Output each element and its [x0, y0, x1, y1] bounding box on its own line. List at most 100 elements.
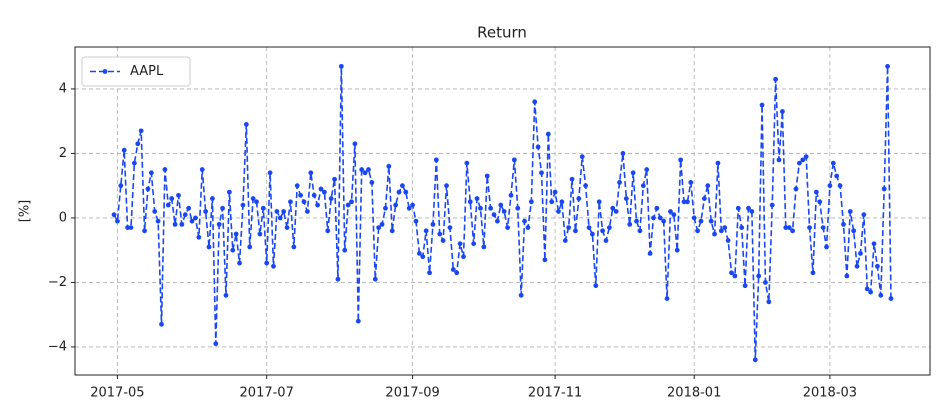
data-point [393, 202, 399, 208]
legend-label: AAPL [130, 64, 164, 79]
data-point [620, 151, 626, 156]
x-tick-label: 2017-09 [385, 386, 439, 401]
data-point [610, 205, 616, 211]
data-point [165, 202, 171, 208]
data-point [875, 263, 880, 269]
data-point [379, 221, 385, 227]
data-point [661, 218, 667, 224]
data-point [885, 63, 890, 69]
data-point [464, 160, 470, 166]
data-point [416, 251, 422, 256]
data-point [593, 283, 599, 289]
data-point [851, 228, 857, 234]
data-point [827, 183, 833, 189]
y-axis-label: [%] [18, 200, 33, 223]
x-tick-label: 2017-05 [90, 386, 144, 401]
data-point [495, 218, 500, 224]
data-point [359, 167, 365, 172]
x-tick-label: 2018-03 [803, 386, 857, 401]
data-point [308, 170, 314, 176]
data-point [444, 183, 449, 189]
data-point [254, 199, 259, 205]
data-point [196, 234, 202, 240]
data-point [216, 221, 222, 227]
data-point [400, 183, 405, 189]
y-tick-label: 0 [59, 210, 67, 225]
legend-box [81, 56, 191, 87]
data-point [861, 212, 867, 218]
x-tick-label: 2017-11 [528, 386, 582, 401]
data-point [488, 205, 494, 211]
data-point [413, 218, 419, 224]
data-point [701, 196, 707, 201]
legend-marker [102, 69, 108, 74]
data-point [871, 241, 877, 247]
data-point [118, 183, 124, 189]
data-point [718, 228, 724, 234]
data-point [746, 205, 751, 211]
data-point [182, 212, 188, 218]
data-point [352, 141, 358, 147]
data-point [315, 202, 320, 208]
data-point [756, 273, 762, 279]
data-point [433, 157, 439, 163]
data-point [193, 215, 198, 221]
data-point [199, 167, 205, 172]
data-point [162, 167, 168, 172]
data-point [298, 192, 304, 198]
data-point [644, 167, 650, 172]
data-point [617, 180, 622, 185]
data-point [854, 263, 860, 269]
data-point [342, 247, 348, 253]
data-point [868, 289, 874, 295]
data-point [230, 247, 236, 253]
data-point [172, 221, 178, 227]
data-point [349, 199, 354, 205]
data-point [864, 286, 870, 292]
data-point [596, 199, 602, 205]
data-point [186, 205, 192, 211]
data-point [732, 273, 738, 279]
data-point [131, 160, 137, 166]
data-point [111, 212, 117, 218]
data-point [729, 270, 734, 276]
data-point [515, 205, 521, 211]
data-point [294, 183, 300, 189]
data-point [603, 238, 609, 243]
data-point [450, 267, 456, 272]
data-point [579, 154, 585, 160]
data-point [471, 241, 477, 247]
data-point [810, 270, 816, 276]
data-point [274, 209, 280, 214]
data-point [878, 292, 884, 298]
data-point [362, 170, 368, 176]
x-tick-label: 2018-01 [667, 386, 721, 401]
data-point [722, 225, 728, 231]
data-point [176, 192, 181, 198]
data-point [742, 283, 748, 289]
data-point [708, 218, 714, 224]
data-point [226, 189, 232, 195]
data-point [247, 244, 253, 250]
data-point [420, 254, 426, 260]
data-point [491, 212, 497, 218]
data-point [338, 63, 344, 69]
data-point [813, 189, 819, 195]
data-point [824, 244, 829, 250]
data-point [138, 128, 144, 134]
data-point [508, 192, 514, 198]
data-point [525, 225, 531, 231]
data-point [396, 189, 402, 195]
data-point [325, 228, 331, 234]
data-point [142, 228, 147, 234]
data-point [847, 209, 853, 214]
data-point [837, 183, 843, 189]
data-point [257, 231, 263, 237]
data-point [627, 221, 633, 227]
data-point [410, 202, 415, 208]
data-point [881, 186, 887, 192]
data-point [335, 276, 341, 282]
data-point [586, 225, 592, 231]
data-point [271, 263, 276, 269]
data-point [725, 238, 731, 243]
